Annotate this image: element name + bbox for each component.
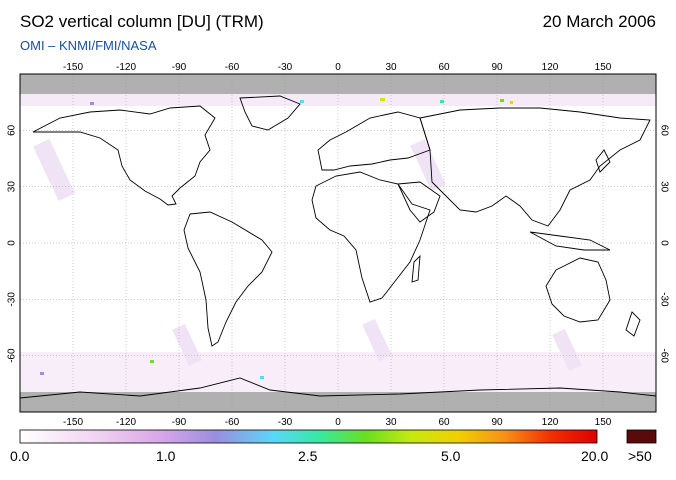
lon-tick-label: -30: [278, 417, 293, 428]
lon-tick-label: 120: [542, 417, 559, 428]
data-credit: OMI – KNMI/FMI/NASA: [20, 38, 157, 53]
colorbar-overflow-box: [626, 429, 657, 444]
lat-tick-label: -30: [7, 292, 18, 307]
lat-tick-label: 0: [658, 240, 669, 246]
lon-tick-label: 60: [438, 62, 450, 73]
map-title: SO2 vertical column [DU] (TRM): [20, 12, 264, 31]
lon-tick-label: -60: [225, 417, 240, 428]
colorbar-label-2: 2.5: [298, 448, 318, 464]
japan-coast: [595, 149, 611, 173]
arabia-coast: [397, 181, 441, 223]
lon-tick-label: 120: [542, 62, 559, 73]
lon-tick-label: 90: [491, 62, 503, 73]
madagascar-coast: [411, 254, 421, 283]
colorbar-label-4: 20.0: [581, 448, 609, 464]
north-america-coast: [32, 105, 216, 206]
indonesia-coast: [529, 231, 611, 251]
lon-tick-label: -90: [172, 62, 187, 73]
lon-tick-label: -120: [116, 417, 136, 428]
lon-tick-label: -150: [63, 417, 83, 428]
lat-ticks-left: 60 30 0 -30 -60: [7, 124, 18, 363]
lat-tick-label: 60: [658, 125, 669, 137]
lon-tick-label: 30: [385, 62, 397, 73]
coastlines: [20, 95, 656, 399]
lon-ticks-top: -150 -120 -90 -60 -30 0 30 60 90 120 150: [63, 62, 612, 73]
lat-tick-label: 30: [658, 181, 669, 193]
new-zealand-coast: [625, 311, 641, 337]
lat-tick-label: 60: [7, 124, 18, 136]
australia-coast: [545, 257, 611, 323]
colorbar-label-0: 0.0: [10, 448, 30, 464]
lat-ticks-right: 60 30 0 -30 -60: [658, 125, 669, 364]
map-gridlines: [20, 74, 656, 412]
colorbar-overflow-label: >50: [628, 448, 652, 464]
asia-coast: [419, 107, 651, 227]
lon-tick-label: 0: [335, 417, 341, 428]
south-america-coast: [183, 211, 273, 347]
lon-ticks-bottom: -150 -120 -90 -60 -30 0 30 60 90 120 150: [63, 417, 612, 428]
lon-tick-label: -120: [116, 62, 136, 73]
colorbar-label-3: 5.0: [441, 448, 461, 464]
africa-coast: [311, 171, 431, 303]
lon-tick-label: -150: [63, 62, 83, 73]
lon-tick-label: 150: [595, 62, 612, 73]
lon-tick-label: 60: [438, 417, 450, 428]
lat-tick-label: -60: [7, 348, 18, 363]
lat-tick-label: 30: [7, 181, 18, 193]
antarctica-coast: [20, 377, 656, 399]
lat-tick-label: -60: [658, 348, 669, 363]
polar-noise-pixels: [40, 98, 513, 379]
lon-tick-label: -60: [225, 62, 240, 73]
map-date: 20 March 2006: [542, 12, 656, 31]
map-frame: [19, 73, 657, 413]
lon-tick-label: 90: [491, 417, 503, 428]
colorbar-label-1: 1.0: [156, 448, 176, 464]
lon-tick-label: 150: [595, 417, 612, 428]
lon-tick-label: -30: [278, 62, 293, 73]
lon-tick-label: -90: [172, 417, 187, 428]
colorbar: [19, 429, 598, 444]
greenland-coast: [239, 95, 301, 131]
lon-tick-label: 0: [335, 62, 341, 73]
lat-tick-label: 0: [7, 240, 18, 246]
lat-tick-label: -30: [658, 292, 669, 307]
lon-tick-label: 30: [385, 417, 397, 428]
